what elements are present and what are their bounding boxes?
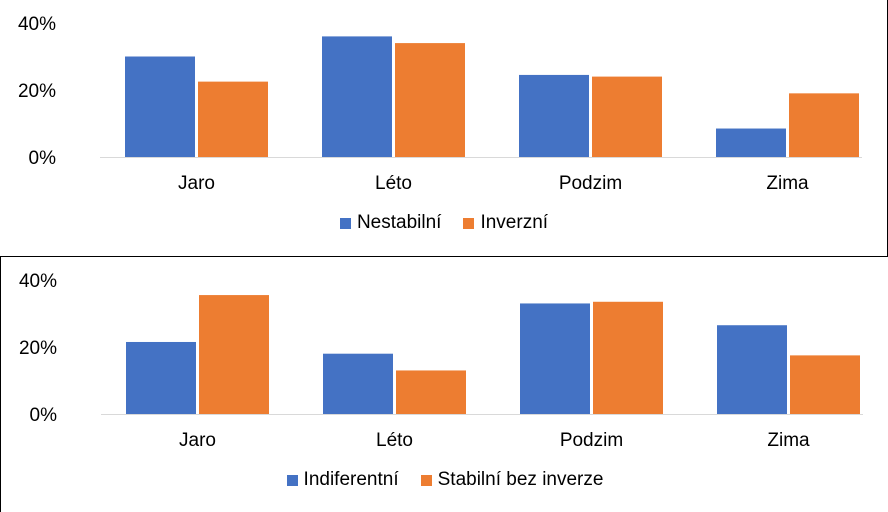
bar-zima-series-0 [716,128,786,157]
legend-item-nestabilni: Nestabilní [339,212,442,234]
y-tick-label: 20% [18,81,56,102]
bar-léto-series-0 [323,353,393,414]
bar-podzim-series-0 [519,74,589,157]
legend-swatch-orange [420,474,432,486]
bar-léto-series-0 [322,36,392,157]
x-tick-label: Podzim [560,430,623,451]
x-tick-label: Léto [375,173,412,194]
chart-panel-seasonal-top: 0% 20% 40% Jaro Léto Podzim Zima Nestabilní In… [0,0,888,257]
legend-bottom: Indiferentní Stabilní bez inverze [1,469,888,491]
bar-zima-series-1 [789,93,859,157]
y-tick-label: 40% [18,14,56,35]
bar-jaro-series-0 [126,341,196,414]
bar-podzim-series-1 [593,301,663,414]
legend-swatch-blue [339,217,351,229]
x-tick-label: Jaro [178,173,215,194]
x-tick-label: Jaro [179,430,216,451]
legend-swatch-orange [463,217,475,229]
legend-label: Inverzní [480,212,549,233]
bar-léto-series-1 [396,370,466,414]
y-tick-label: 0% [30,405,58,426]
bar-zima-series-0 [717,325,787,414]
bar-jaro-series-1 [198,81,268,157]
legend-item-inverzni: Inverzní [463,212,548,234]
y-tick-label: 0% [29,148,57,169]
x-tick-label: Zima [766,173,809,194]
legend-label: Indiferentní [303,469,399,490]
legend-label: Stabilní bez inverze [437,469,604,490]
x-tick-label: Léto [376,430,413,451]
legend-label: Nestabilní [356,212,442,233]
legend-item-indiferentni: Indiferentní [286,469,399,491]
bar-jaro-series-0 [125,56,195,157]
x-tick-label: Zima [767,430,810,451]
y-tick-label: 20% [19,338,57,359]
bar-jaro-series-1 [199,295,269,414]
bar-chart-top: 0% 20% 40% Jaro Léto Podzim Zima [18,14,862,194]
bar-léto-series-1 [395,43,465,157]
legend-top: Nestabilní Inverzní [0,212,888,234]
legend-swatch-blue [286,474,298,486]
x-tick-label: Podzim [559,173,622,194]
bar-podzim-series-0 [520,303,590,414]
y-tick-label: 40% [19,271,57,292]
chart-panel-seasonal-bottom: 0% 20% 40% Jaro Léto Podzim Zima Indiferentní … [0,257,888,512]
bar-chart-bottom: 0% 20% 40% Jaro Léto Podzim Zima [19,271,863,451]
legend-item-stabilni-bez-inverze: Stabilní bez inverze [420,469,604,491]
bar-podzim-series-1 [592,76,662,157]
bar-zima-series-1 [790,355,860,414]
